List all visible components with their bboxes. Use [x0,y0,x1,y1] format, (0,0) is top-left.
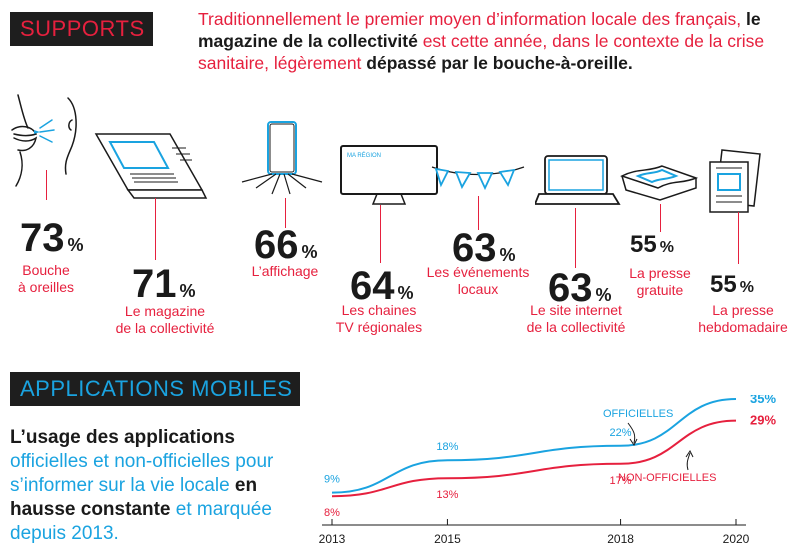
series-line-non-officielles [331,419,737,498]
x-tick-label: 2013 [319,532,346,546]
tv-screen-text: MA RÉGION [347,152,381,159]
apps-section-title: APPLICATIONS MOBILES [10,372,301,406]
stat-label: Les événements locaux [426,264,530,297]
intro-bold-1: le magazine de la collectivité [198,9,761,51]
data-label: 8% [324,507,340,519]
data-label: 9% [324,474,340,486]
data-label: 29% [750,413,776,428]
data-label: 13% [436,489,458,501]
stat-value: 55% [710,271,754,298]
stat-value: 73% [20,216,84,260]
weekly-press-icon [709,149,761,213]
callout-arrow [627,422,636,444]
supports-section-title: SUPPORTS [10,12,153,46]
stat-label: Le site internet de la collectivité [526,302,626,335]
connector-line [46,170,47,200]
stat-label: La presse hebdomadaire [698,302,788,335]
intro-text-1: Traditionnellement le premier moyen d’in… [198,9,742,29]
intro-text-2: est cette année, dans le contexte de la … [198,31,765,73]
stat-value: 55% [630,231,674,258]
x-tick-label: 2020 [723,532,750,546]
supports-intro: Traditionnellement le premier moyen d’in… [198,8,788,74]
stat-label: L’affichage [251,263,319,279]
data-label: 22% [610,427,632,439]
stat-label: Les chaines TV régionales [335,302,423,335]
stat-label: Bouche à oreilles [17,262,75,295]
apps-text-bold-2: en hausse constante [10,475,258,520]
stat-value: 63% [548,266,612,310]
laptop-icon [535,155,621,205]
stat-value: 64% [350,264,414,308]
stat-value: 71% [132,262,196,306]
connector-line [155,198,156,260]
connector-line [738,212,739,264]
tv-icon: MA RÉGION [340,145,438,205]
apps-text: L’usage des applications officielles et … [10,426,310,546]
bunting-icon [431,166,525,191]
callout-arrowhead [629,438,638,446]
connector-line [380,205,381,263]
data-label: 35% [750,395,776,406]
legend-label-officielles: OFFICIELLES [603,408,673,420]
intro-bold-2: dépassé par le bouche-à-oreille. [366,53,633,73]
apps-text-2: et marquée depuis 2013. [10,499,272,544]
legend-label-non-officielles: NON-OFFICIELLES [618,472,716,484]
data-label: 18% [436,441,458,453]
apps-text-1: officielles et non-officielles pour s’in… [10,451,274,496]
connector-line [660,204,661,232]
connector-line [478,196,479,230]
billboard-icon [241,121,323,195]
free-newspaper-icon [620,165,699,201]
connector-line [285,198,286,228]
callout-arrow [686,452,691,471]
mouth-ear-icon [11,94,77,187]
stat-value: 66% [254,223,318,267]
data-label: 17% [610,475,632,487]
stat-label: Le magazine de la collectivité [115,303,215,336]
x-tick-label: 2015 [434,532,461,546]
stat-label: La presse gratuite [629,265,691,298]
stat-value: 63% [452,226,516,270]
series-line-officielles [331,398,737,494]
apps-text-bold-1: L’usage des applications [10,427,235,448]
x-tick-label: 2018 [607,532,634,546]
apps-usage-line-chart: 2013 2015 2018 2020 9% 18% 22% 35% 8% 13% 17% 29% OF… [319,395,777,546]
magazine-icon [94,133,208,199]
connector-line [575,208,576,268]
callout-arrowhead [685,450,694,458]
